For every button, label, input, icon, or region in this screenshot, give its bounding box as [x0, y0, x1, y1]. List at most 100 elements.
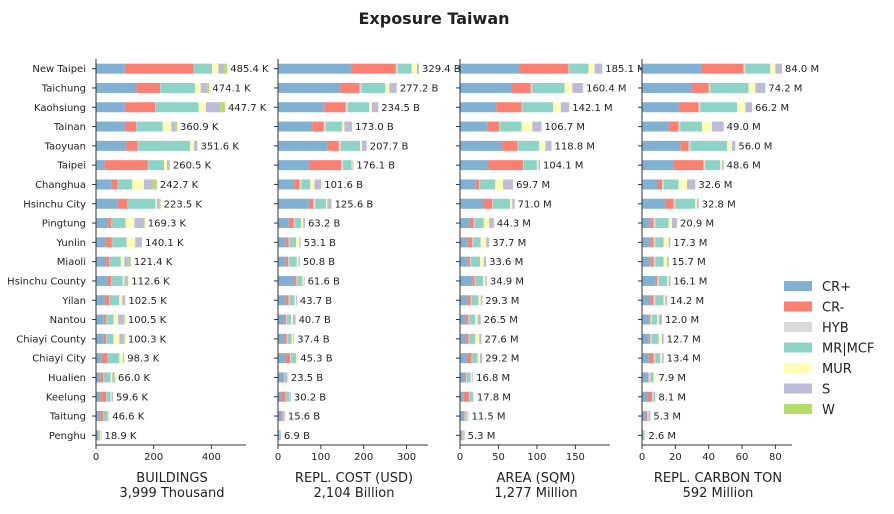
bar-segment: [520, 64, 568, 74]
bar-segment: [652, 334, 659, 344]
total-label: 53.1 B: [304, 238, 336, 249]
bar-segment: [127, 237, 136, 247]
bar-segment: [292, 334, 294, 344]
bar-segment: [293, 334, 294, 344]
bar-segment: [553, 102, 561, 112]
bar-segment: [499, 122, 500, 132]
bar-segment: [539, 141, 545, 151]
total-label: 59.6 K: [116, 392, 148, 403]
bar-segment: [657, 315, 659, 325]
bar-segment: [702, 122, 712, 132]
bar-segment: [290, 353, 291, 363]
bar-segment: [502, 141, 517, 151]
bar-segment: [518, 141, 519, 151]
bar-segment: [208, 83, 209, 93]
bar-segment: [649, 315, 651, 325]
bar-segment: [500, 122, 522, 132]
total-label: 176.1 B: [356, 161, 395, 172]
bar-segment: [669, 276, 671, 286]
bar-segment: [102, 353, 108, 363]
bar-segment: [96, 237, 106, 247]
bar-segment: [351, 64, 396, 74]
total-label: 61.6 B: [308, 276, 340, 287]
bar-segment: [466, 315, 468, 325]
bar-segment: [296, 295, 297, 305]
bar-segment: [289, 237, 290, 247]
bar-segment: [278, 257, 286, 267]
bar-segment: [159, 199, 160, 209]
total-label: 207.7 B: [370, 141, 409, 152]
category-label: Yilan: [61, 296, 86, 307]
bar-segment: [286, 295, 289, 305]
bar-segment: [105, 295, 109, 305]
bar-segment: [483, 276, 485, 286]
total-label: 29.3 M: [485, 296, 519, 307]
bar-segment: [460, 276, 472, 286]
bar-segment: [278, 276, 294, 286]
total-label: 173.0 B: [355, 122, 394, 133]
bar-segment: [569, 64, 588, 74]
total-label: 15.6 B: [288, 412, 320, 423]
bar-segment: [339, 141, 341, 151]
bar-segment: [642, 392, 647, 402]
bar-segment: [468, 315, 469, 325]
total-label: 102.5 K: [128, 296, 167, 307]
bar-segment: [697, 199, 699, 209]
bar-segment: [287, 315, 291, 325]
total-label: 125.6 B: [335, 199, 374, 210]
bar-segment: [278, 295, 286, 305]
bar-segment: [324, 122, 326, 132]
bar-segment: [650, 334, 652, 344]
bar-segment: [665, 295, 667, 305]
bar-segment: [531, 83, 533, 93]
bar-segment: [124, 315, 125, 325]
bar-segment: [122, 295, 125, 305]
total-label: 16.8 M: [476, 373, 510, 384]
bar-segment: [481, 295, 483, 305]
bar-segment: [396, 64, 398, 74]
total-label: 260.5 K: [173, 161, 212, 172]
bar-segment: [96, 411, 100, 421]
bar-segment: [398, 64, 412, 74]
bar-segment: [650, 257, 653, 267]
bar-segment: [466, 334, 468, 344]
bar-segment: [114, 315, 118, 325]
bar-segment: [125, 102, 155, 112]
bar-segment: [362, 83, 386, 93]
bar-segment: [744, 64, 746, 74]
bar-segment: [291, 353, 296, 363]
bar-segment: [657, 179, 662, 189]
bar-segment: [353, 160, 354, 170]
category-label: Nantou: [50, 315, 86, 326]
bar-segment: [642, 122, 669, 132]
bar-segment: [125, 64, 194, 74]
bar-segment: [468, 257, 470, 267]
bar-segment: [352, 160, 353, 170]
bar-segment: [124, 334, 125, 344]
total-label: 37.7 M: [492, 238, 526, 249]
bar-segment: [654, 257, 656, 267]
bar-segment: [568, 64, 569, 74]
total-label: 6.9 B: [284, 431, 310, 442]
bar-segment: [278, 411, 281, 421]
bar-segment: [649, 411, 651, 421]
bar-segment: [284, 334, 286, 344]
legend-label: S: [822, 383, 830, 398]
bar-segment: [689, 141, 691, 151]
bar-segment: [278, 237, 286, 247]
bar-segment: [460, 179, 475, 189]
bar-segment: [278, 64, 351, 74]
total-label: 360.9 K: [180, 122, 219, 133]
bar-segment: [286, 392, 289, 402]
bar-segment: [460, 237, 468, 247]
bar-segment: [460, 64, 520, 74]
bar-segment: [522, 122, 533, 132]
bar-segment: [700, 102, 737, 112]
bar-segment: [155, 102, 198, 112]
bar-segment: [218, 64, 224, 74]
legend-label: HYB: [822, 321, 849, 336]
bar-segment: [190, 141, 194, 151]
x-tick-label: 0: [275, 452, 281, 463]
